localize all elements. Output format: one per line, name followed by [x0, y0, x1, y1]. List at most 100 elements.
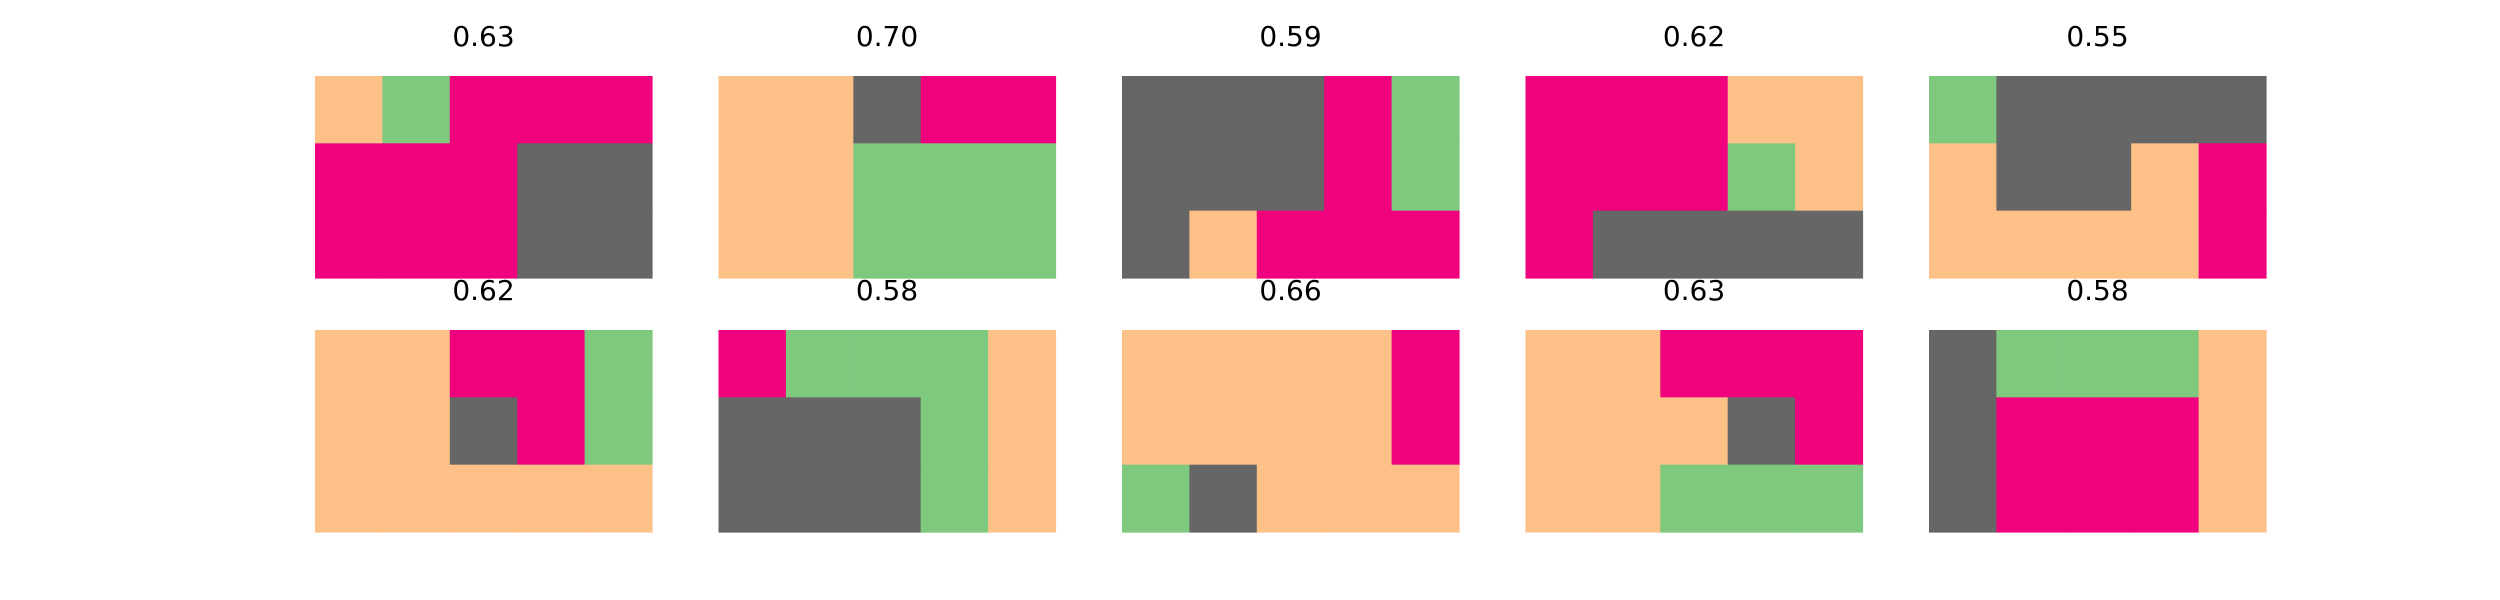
heatmap-cell: [1795, 330, 1864, 398]
panel-title: 0.59: [1259, 20, 1321, 53]
heatmap-cell: [382, 464, 451, 533]
heatmap-cell: [920, 210, 989, 279]
heatmap-cell: [1525, 397, 1594, 466]
heatmap-cell: [920, 76, 989, 144]
heatmap-cell: [382, 76, 451, 144]
heatmap-cell: [1256, 464, 1325, 533]
panel-title: 0.58: [2066, 274, 2128, 307]
panel-title: 0.58: [856, 274, 918, 307]
heatmap-panel: 0.62: [315, 274, 653, 533]
panel-title: 0.55: [2066, 20, 2128, 53]
heatmap-cell: [1592, 76, 1661, 144]
heatmap-cell: [1996, 76, 2065, 144]
heatmap-panel: 0.58: [1929, 274, 2267, 533]
heatmap-cell: [1256, 330, 1325, 398]
heatmap-cell: [1256, 210, 1325, 279]
heatmap-cell: [1122, 397, 1190, 466]
heatmap-cell: [1795, 210, 1864, 279]
heatmap-cell: [2063, 143, 2132, 212]
panel-title: 0.63: [1663, 274, 1725, 307]
heatmap-cell: [1189, 464, 1258, 533]
heatmap-cell: [988, 210, 1057, 279]
heatmap-panel: 0.66: [1122, 274, 1460, 533]
heatmap-cell: [1122, 464, 1190, 533]
heatmap-cell: [1189, 397, 1258, 466]
heatmap-cell: [718, 464, 787, 533]
heatmap-cell: [1189, 330, 1258, 398]
heatmap-cell: [853, 330, 922, 398]
heatmap-cell: [449, 330, 518, 398]
heatmap-cell: [988, 397, 1057, 466]
heatmap-cell: [1256, 76, 1325, 144]
heatmap-cell: [382, 397, 451, 466]
heatmap-cell: [1256, 397, 1325, 466]
heatmap-cell: [1189, 76, 1258, 144]
heatmap-panel: 0.63: [1525, 274, 1864, 533]
heatmap-cell: [2063, 464, 2132, 533]
heatmap-cell: [449, 397, 518, 466]
heatmap-cell: [1525, 330, 1594, 398]
heatmap-cell: [1592, 210, 1661, 279]
heatmap-cell: [1525, 143, 1594, 212]
heatmap-panel: 0.70: [718, 20, 1057, 279]
heatmap-cell: [2131, 76, 2200, 144]
heatmap-cell: [1122, 210, 1190, 279]
heatmap-cell: [1660, 76, 1729, 144]
heatmap-cell: [1256, 143, 1325, 212]
heatmap-cell: [382, 210, 451, 279]
heatmap-cell: [988, 76, 1057, 144]
heatmap-cell: [1660, 143, 1729, 212]
heatmap-cell: [584, 143, 653, 212]
heatmap-cell: [2198, 143, 2267, 212]
heatmap-cell: [517, 464, 586, 533]
heatmap-cell: [1727, 143, 1796, 212]
heatmap-cell: [1727, 464, 1796, 533]
heatmap-cell: [2131, 397, 2200, 466]
heatmap-cell: [785, 464, 854, 533]
heatmap-cell: [1391, 464, 1460, 533]
heatmap-cell: [1391, 210, 1460, 279]
heatmap-cell: [449, 464, 518, 533]
heatmap-cell: [315, 330, 383, 398]
heatmap-cell: [1795, 76, 1864, 144]
heatmap-cell: [853, 76, 922, 144]
heatmap-cell: [1727, 397, 1796, 466]
heatmap-cell: [584, 76, 653, 144]
heatmap-cell: [1929, 76, 1997, 144]
heatmap-cell: [2063, 76, 2132, 144]
heatmap-cell: [1660, 210, 1729, 279]
heatmap-cell: [1727, 210, 1796, 279]
heatmap-cell: [718, 330, 787, 398]
heatmap-cell: [517, 76, 586, 144]
heatmap-cell: [584, 210, 653, 279]
heatmap-cell: [1996, 464, 2065, 533]
heatmap-cell: [382, 143, 451, 212]
heatmap-cell: [517, 143, 586, 212]
heatmap-cell: [1525, 76, 1594, 144]
heatmap-cell: [1324, 76, 1393, 144]
heatmap-panel: 0.58: [718, 274, 1057, 533]
heatmap-cell: [1727, 330, 1796, 398]
heatmap-cell: [853, 464, 922, 533]
heatmap-cell: [920, 464, 989, 533]
heatmap-cell: [1324, 464, 1393, 533]
heatmap-cell: [2063, 397, 2132, 466]
heatmap-cell: [2063, 330, 2132, 398]
heatmap-cell: [1996, 210, 2065, 279]
heatmap-cell: [584, 464, 653, 533]
heatmap-cell: [1996, 330, 2065, 398]
panel-title: 0.62: [1663, 20, 1725, 53]
heatmap-cell: [718, 76, 787, 144]
heatmap-cell: [1929, 143, 1997, 212]
heatmap-cell: [1122, 76, 1190, 144]
heatmap-cell: [584, 397, 653, 466]
panel-title: 0.63: [452, 20, 514, 53]
heatmap-cell: [785, 210, 854, 279]
heatmap-cell: [1996, 143, 2065, 212]
heatmap-cell: [315, 76, 383, 144]
heatmap-cell: [2131, 330, 2200, 398]
heatmap-cell: [1929, 397, 1997, 466]
heatmap-cell: [2131, 464, 2200, 533]
heatmap-cell: [1592, 464, 1661, 533]
